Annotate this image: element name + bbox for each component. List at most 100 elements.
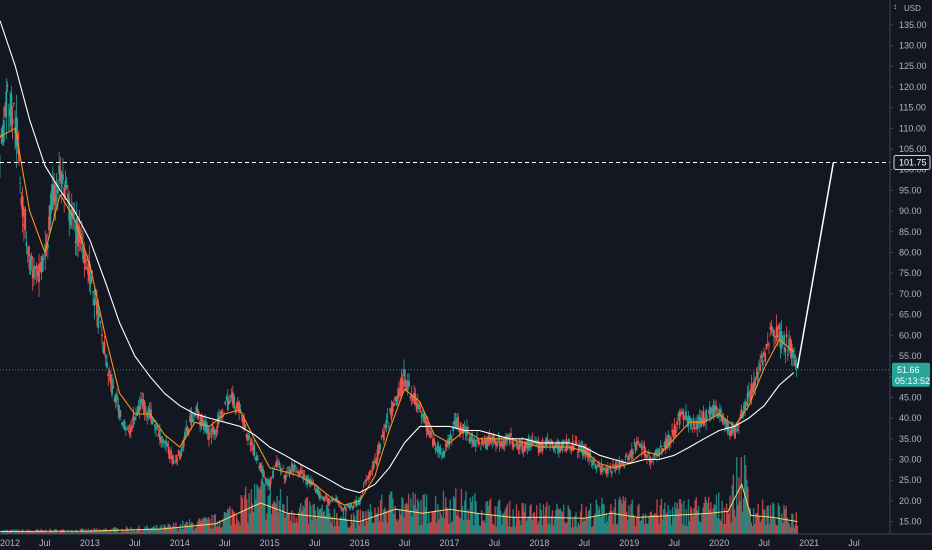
volume-bar (378, 521, 381, 534)
volume-bar (405, 502, 408, 534)
volume-bar (198, 517, 201, 534)
candle-body (448, 438, 451, 446)
candle-body (119, 413, 122, 415)
volume-bar (756, 513, 758, 534)
candle-body (720, 410, 723, 413)
volume-bar (462, 520, 465, 534)
candle-body (724, 418, 726, 425)
candle-body (255, 455, 258, 461)
volume-bar (633, 517, 636, 534)
volume-bar (67, 530, 69, 534)
volume-bar (229, 506, 231, 534)
volume-bar (321, 504, 323, 534)
candle-body (593, 459, 595, 463)
time-axis[interactable]: 2012 Jul 2013 Jul 2014 Jul 2015 Jul 2016 Jul 2017 J… (0, 533, 932, 550)
volume-bar (415, 508, 418, 534)
volume-bar (286, 495, 288, 534)
candle-body (449, 434, 452, 441)
volume-bar (684, 525, 686, 534)
candle-body (523, 441, 526, 452)
candle-body (104, 355, 107, 358)
candle-body (608, 466, 611, 468)
candle-body (424, 415, 427, 424)
candle-body (283, 475, 286, 479)
volume-bar (152, 526, 155, 534)
candle-body (406, 380, 409, 391)
candle-body (433, 439, 436, 446)
volume-bar (495, 526, 497, 534)
candle-body (335, 497, 337, 501)
volume-bar (395, 519, 397, 534)
volume-bar (377, 506, 379, 534)
volume-bar (402, 498, 404, 534)
candle-body (737, 426, 740, 428)
volume-bar (661, 519, 664, 534)
candle-body (691, 427, 694, 429)
candle-body (603, 468, 606, 471)
candle-body (517, 446, 520, 450)
candle-body (454, 420, 457, 428)
volume-bar (231, 508, 233, 534)
candle-body (601, 469, 604, 471)
volume-bar (527, 518, 529, 534)
candle-body (64, 180, 67, 188)
volume-bar (632, 514, 635, 534)
candle-body (496, 441, 499, 446)
volume-bar (28, 531, 30, 534)
candle-body (510, 433, 512, 437)
candle-body (103, 342, 106, 355)
candle-body (31, 270, 34, 279)
volume-bar (278, 500, 281, 534)
volume-bar (665, 514, 667, 534)
volume-bar (689, 506, 692, 534)
volume-bar (204, 518, 206, 534)
volume-bar (307, 523, 310, 534)
volume-bar (353, 515, 356, 534)
volume-bar (271, 503, 274, 534)
volume-bar (645, 513, 647, 534)
volume-bar (554, 516, 556, 534)
volume-bar (576, 526, 578, 534)
candle-body (722, 419, 725, 422)
volume-bar (437, 503, 439, 534)
candle-body (789, 339, 792, 351)
volume-bar (654, 513, 656, 534)
candle-body (247, 435, 249, 441)
volume-bar (757, 503, 759, 534)
candle-body (366, 479, 369, 480)
price-axis[interactable]: USD ↕ 15.00 20.00 25.00 30.00 35.00 40.00 45.00 5… (889, 0, 932, 550)
volume-bar (319, 508, 321, 534)
volume-bar (247, 522, 249, 534)
volume-bar (253, 483, 256, 534)
volume-bar (223, 512, 226, 534)
volume-bar (3, 531, 5, 534)
volume-bar (577, 522, 579, 534)
candle-body (364, 483, 366, 485)
candle-body (0, 162, 1, 164)
volume-bar (155, 528, 157, 534)
candle-body (420, 414, 423, 418)
candle-body (411, 398, 414, 401)
volume-bar (2, 530, 4, 534)
candle-body (116, 395, 118, 401)
candle-body (161, 440, 164, 442)
candle-body (146, 414, 149, 417)
volume-bar (574, 515, 576, 534)
volume-bar (428, 512, 430, 534)
candle-body (740, 409, 743, 417)
volume-bar (625, 512, 628, 534)
volume-bar (456, 515, 458, 534)
candle-body (686, 421, 689, 422)
bar-countdown-label: 05:13:52 (895, 376, 930, 386)
candle-body (610, 470, 613, 475)
volume-bar (356, 510, 358, 534)
volume-bar (452, 496, 455, 534)
candle-body (578, 445, 580, 452)
candle-body (450, 438, 453, 440)
candle-body (430, 430, 433, 432)
volume-bar (702, 507, 704, 534)
candle-body (676, 421, 679, 425)
candle-body (244, 424, 247, 428)
volume-bar (548, 505, 550, 534)
